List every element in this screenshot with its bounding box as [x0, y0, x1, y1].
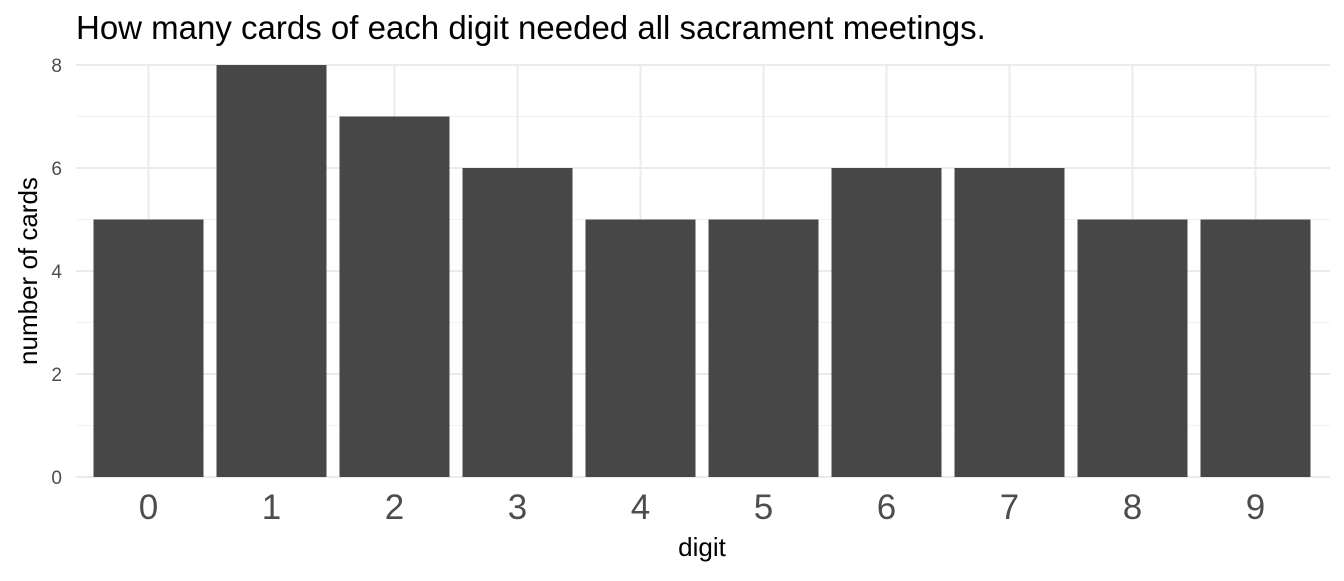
y-tick-label: 0 — [51, 468, 62, 489]
bar — [708, 219, 819, 477]
x-tick-label: 3 — [508, 488, 527, 527]
x-tick-label: 4 — [631, 488, 650, 527]
x-tick-label: 9 — [1246, 488, 1265, 527]
x-axis-ticks: 0 1 2 3 4 5 6 7 8 9 — [139, 488, 1265, 527]
y-axis-title: number of cards — [13, 177, 43, 365]
x-tick-label: 2 — [385, 488, 404, 527]
bar — [831, 168, 942, 477]
bar — [585, 219, 696, 477]
x-tick-label: 1 — [262, 488, 281, 527]
x-axis-title: digit — [678, 532, 726, 562]
y-tick-label: 6 — [51, 159, 62, 180]
chart-title: How many cards of each digit needed all … — [76, 9, 986, 46]
x-tick-label: 6 — [877, 488, 896, 527]
bars — [93, 65, 1311, 477]
bar — [954, 168, 1065, 477]
x-tick-label: 5 — [754, 488, 773, 527]
bar — [1200, 219, 1311, 477]
y-tick-label: 8 — [51, 56, 62, 77]
bar — [1077, 219, 1188, 477]
y-axis-ticks: 0 2 4 6 8 — [51, 56, 62, 489]
bar — [462, 168, 573, 477]
x-tick-label: 8 — [1123, 488, 1142, 527]
bar — [339, 116, 450, 477]
bar — [216, 65, 327, 477]
x-tick-label: 7 — [1000, 488, 1019, 527]
y-tick-label: 2 — [51, 365, 62, 386]
y-tick-label: 4 — [51, 262, 62, 283]
bar — [93, 219, 204, 477]
x-tick-label: 0 — [139, 488, 158, 527]
